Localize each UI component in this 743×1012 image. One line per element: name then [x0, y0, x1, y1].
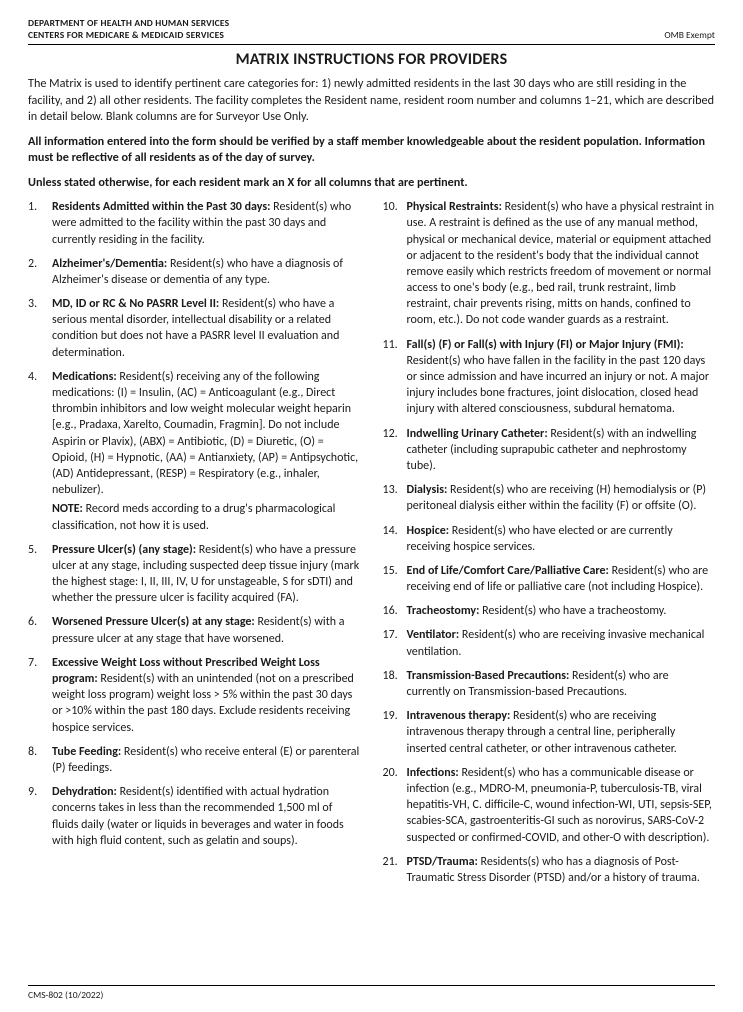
verification-note: All information entered into the form sh… [28, 134, 715, 167]
item-body: Resident(s) who have a physical restrain… [407, 200, 715, 327]
item-body: Resident(s) who have fallen in the facil… [407, 354, 710, 417]
item-title: Ventilator: [407, 628, 460, 642]
item-title: Fall(s) (F) or Fall(s) with Injury (FI) … [407, 338, 684, 352]
dept-line-2: CENTERS FOR MEDICARE & MEDICAID SERVICES [28, 30, 229, 42]
instruction-item: Intravenous therapy: Resident(s) who are… [383, 708, 716, 757]
header-left: DEPARTMENT OF HEALTH AND HUMAN SERVICES … [28, 18, 229, 42]
intro-paragraph: The Matrix is used to identify pertinent… [28, 76, 715, 125]
item-body: Resident(s) receiving any of the followi… [52, 370, 358, 497]
document-header: DEPARTMENT OF HEALTH AND HUMAN SERVICES … [28, 18, 715, 45]
form-number: CMS-802 (10/2022) [28, 989, 715, 1002]
instruction-item: Fall(s) (F) or Fall(s) with Injury (FI) … [383, 337, 716, 418]
item-title: PTSD/Trauma: [407, 855, 478, 869]
item-title: Residents Admitted within the Past 30 da… [52, 200, 270, 214]
item-body: Resident(s) with an unintended (not on a… [52, 672, 354, 735]
item-title: Infections: [407, 766, 459, 780]
item-title: Dialysis: [407, 483, 448, 497]
page-title: MATRIX INSTRUCTIONS FOR PROVIDERS [28, 49, 715, 71]
item-title: Medications: [52, 370, 117, 384]
item-note: NOTE: Record meds according to a drug's … [52, 501, 361, 533]
item-body: Resident(s) who are receiving (H) hemodi… [407, 483, 707, 513]
item-title: Hospice: [407, 524, 450, 538]
instruction-item: Indwelling Urinary Catheter: Resident(s)… [383, 426, 716, 475]
footer-rule: CMS-802 (10/2022) [28, 985, 715, 1002]
instruction-item: Dehydration: Resident(s) identified with… [28, 784, 361, 849]
item-title: Physical Restraints: [407, 200, 502, 214]
item-title: Intravenous therapy: [407, 709, 511, 723]
instruction-item: Excessive Weight Loss without Prescribed… [28, 655, 361, 736]
instruction-item: Tracheostomy: Resident(s) who have a tra… [383, 603, 716, 619]
item-title: Alzheimer's/Dementia: [52, 257, 167, 271]
omb-exempt: OMB Exempt [664, 29, 715, 42]
item-title: Transmission-Based Precautions: [407, 669, 570, 683]
instruction-columns: Residents Admitted within the Past 30 da… [28, 199, 715, 979]
item-title: Indwelling Urinary Catheter: [407, 427, 548, 441]
instruction-item: PTSD/Trauma: Residents(s) who has a diag… [383, 854, 716, 886]
instruction-item: Dialysis: Resident(s) who are receiving … [383, 482, 716, 514]
item-title: Tracheostomy: [407, 604, 480, 618]
marking-instruction: Unless stated otherwise, for each reside… [28, 175, 715, 191]
instruction-item: Hospice: Resident(s) who have elected or… [383, 523, 716, 555]
instruction-item: Transmission-Based Precautions: Resident… [383, 668, 716, 700]
item-title: MD, ID or RC & No PASRR Level II: [52, 297, 219, 311]
instruction-item: Infections: Resident(s) who has a commun… [383, 765, 716, 846]
note-body: Record meds according to a drug's pharma… [52, 502, 335, 532]
instruction-item: Alzheimer's/Dementia: Resident(s) who ha… [28, 256, 361, 288]
instruction-item: Physical Restraints: Resident(s) who hav… [383, 199, 716, 329]
item-title: End of Life/Comfort Care/Palliative Care… [407, 564, 609, 578]
instruction-item: Tube Feeding: Resident(s) who receive en… [28, 744, 361, 776]
instruction-item: Residents Admitted within the Past 30 da… [28, 199, 361, 248]
instruction-item: MD, ID or RC & No PASRR Level II: Reside… [28, 296, 361, 361]
item-body: Resident(s) who have a tracheostomy. [479, 604, 666, 618]
instruction-item: Pressure Ulcer(s) (any stage): Resident(… [28, 542, 361, 607]
note-label: NOTE: [52, 502, 83, 516]
item-title: Pressure Ulcer(s) (any stage): [52, 543, 196, 557]
item-title: Tube Feeding: [52, 745, 121, 759]
instruction-list: Residents Admitted within the Past 30 da… [28, 199, 715, 979]
instruction-item: Medications: Resident(s) receiving any o… [28, 369, 361, 534]
instruction-item: End of Life/Comfort Care/Palliative Care… [383, 563, 716, 595]
instruction-item: Worsened Pressure Ulcer(s) at any stage:… [28, 614, 361, 646]
item-title: Dehydration: [52, 785, 117, 799]
item-title: Worsened Pressure Ulcer(s) at any stage: [52, 615, 255, 629]
instruction-item: Ventilator: Resident(s) who are receivin… [383, 627, 716, 659]
